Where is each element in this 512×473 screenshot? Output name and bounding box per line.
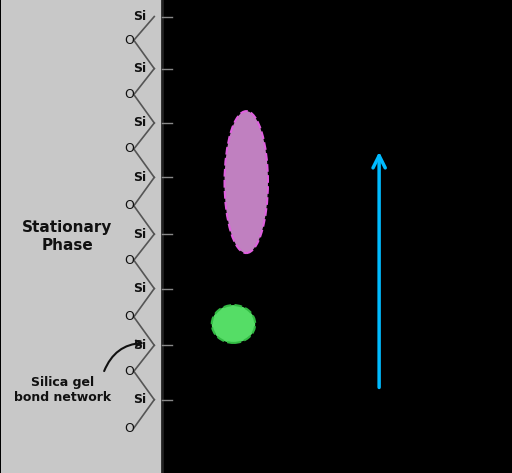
Text: Si: Si <box>134 10 146 23</box>
Text: O: O <box>124 142 134 156</box>
Text: Si: Si <box>134 228 146 241</box>
Text: Silica gel
bond network: Silica gel bond network <box>14 376 111 404</box>
Text: Si: Si <box>134 62 146 75</box>
Text: Si: Si <box>134 116 146 130</box>
Bar <box>1 0 162 473</box>
Text: O: O <box>124 199 134 212</box>
Text: Stationary
Phase: Stationary Phase <box>22 220 113 253</box>
Text: O: O <box>124 421 134 435</box>
Text: Si: Si <box>134 393 146 406</box>
Text: Si: Si <box>134 282 146 295</box>
Text: Si: Si <box>134 339 146 352</box>
Text: O: O <box>124 88 134 101</box>
Text: Si: Si <box>134 171 146 184</box>
Text: O: O <box>124 365 134 378</box>
Ellipse shape <box>225 111 268 253</box>
Text: O: O <box>124 34 134 47</box>
Text: O: O <box>124 254 134 267</box>
Text: O: O <box>124 310 134 324</box>
Ellipse shape <box>212 305 255 343</box>
